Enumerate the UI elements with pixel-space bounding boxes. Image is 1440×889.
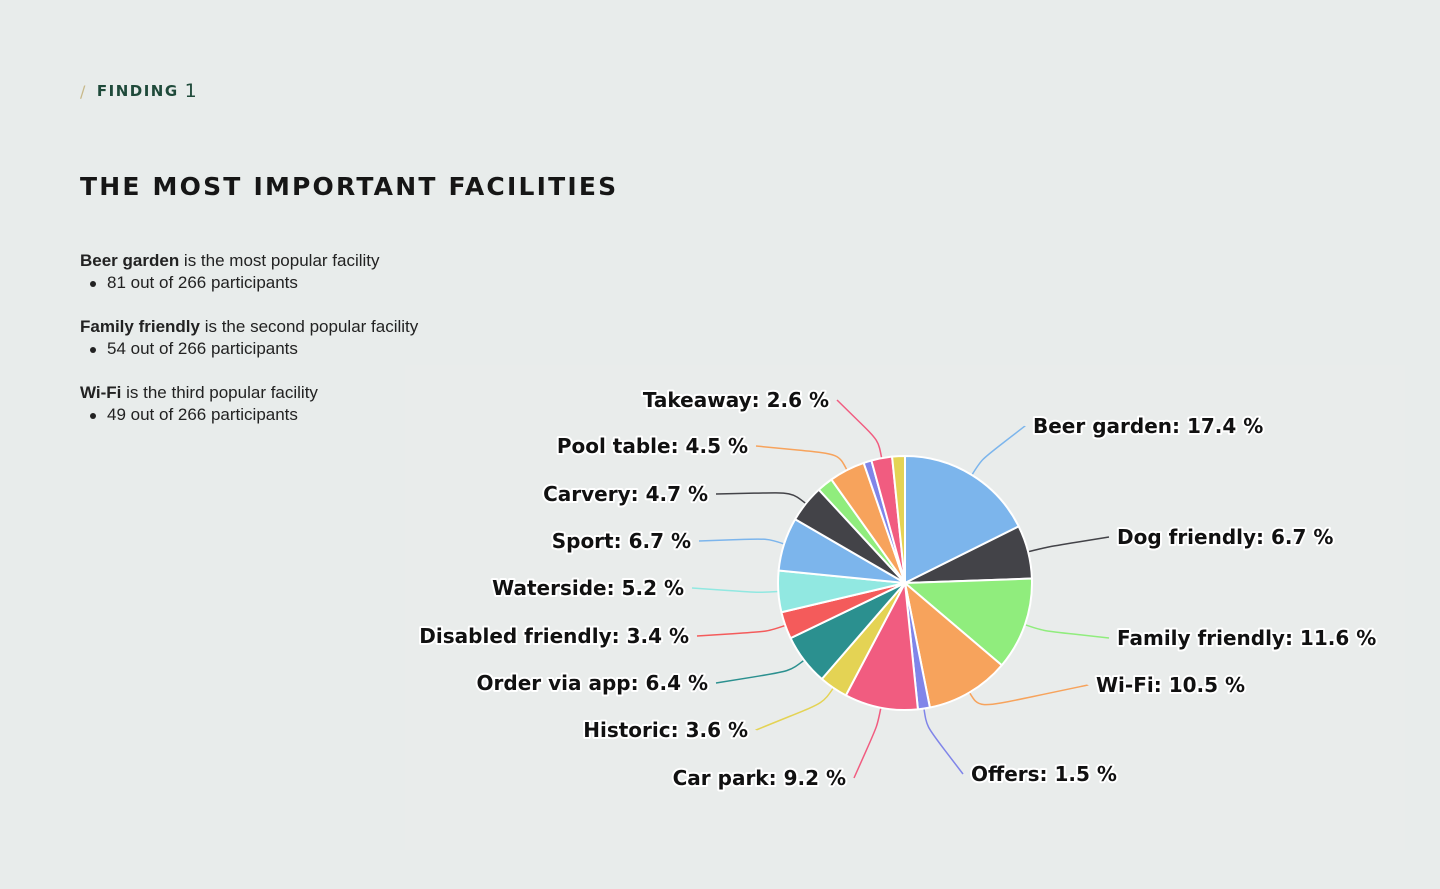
slash-divider: / bbox=[80, 81, 87, 101]
data-label: Sport: 6.7 % bbox=[552, 529, 691, 553]
finding-facility: Family friendly bbox=[80, 317, 200, 336]
connector-line bbox=[691, 587, 779, 594]
finding-lead: Beer garden is the most popular facility bbox=[80, 250, 500, 272]
chart-panel: Beer garden: 17.4 % Dog friendly: 6.7 % Fa… bbox=[405, 365, 1405, 850]
connector-line bbox=[1024, 623, 1110, 639]
data-label: Takeaway: 2.6 % bbox=[643, 388, 829, 412]
finding-lead: Wi-Fi is the third popular facility bbox=[80, 382, 500, 404]
data-label: Beer garden: 17.4 % bbox=[1033, 414, 1263, 438]
connector-line bbox=[698, 538, 785, 545]
finding-item: Beer garden is the most popular facility… bbox=[80, 250, 500, 294]
connector-line bbox=[1027, 536, 1110, 553]
data-label: Disabled friendly: 3.4 % bbox=[419, 624, 689, 648]
data-label: Pool table: 4.5 % bbox=[557, 434, 748, 458]
finding-details: 54 out of 266 participants bbox=[80, 338, 500, 360]
finding-details: 49 out of 266 participants bbox=[80, 404, 500, 426]
data-label: Wi-Fi: 10.5 % bbox=[1096, 673, 1245, 697]
finding-item: Wi-Fi is the third popular facility 49 o… bbox=[80, 382, 500, 426]
pie-slice-unlabeled[interactable] bbox=[891, 455, 906, 584]
finding-number: 1 bbox=[184, 80, 197, 102]
finding-text: is the third popular facility bbox=[121, 383, 318, 402]
connector-line bbox=[853, 707, 882, 779]
data-label: Car park: 9.2 % bbox=[673, 766, 846, 790]
page-title: THE MOST IMPORTANT FACILITIES bbox=[80, 172, 619, 201]
eyebrow-label: FINDING bbox=[96, 82, 179, 100]
data-labels: Beer garden: 17.4 % Dog friendly: 6.7 % Fa… bbox=[417, 386, 1378, 792]
data-label: Offers: 1.5 % bbox=[971, 762, 1117, 786]
connector-line bbox=[968, 684, 1089, 706]
finding-lead: Family friendly is the second popular fa… bbox=[80, 316, 500, 338]
data-label: Waterside: 5.2 % bbox=[492, 576, 684, 600]
pie-slice-wi-fi[interactable] bbox=[904, 582, 1003, 709]
connector-line bbox=[715, 492, 807, 505]
finding-details: 81 out of 266 participants bbox=[80, 272, 500, 294]
finding-text: is the most popular facility bbox=[179, 251, 380, 270]
section-eyebrow: / FINDING 1 bbox=[80, 80, 197, 102]
finding-detail: 81 out of 266 participants bbox=[90, 272, 500, 294]
connector-line bbox=[755, 445, 848, 471]
pie-slices bbox=[777, 455, 1033, 711]
data-label: Historic: 3.6 % bbox=[583, 718, 748, 742]
finding-text: is the second popular facility bbox=[199, 317, 419, 336]
pie-slice-beer-garden[interactable] bbox=[904, 455, 1020, 584]
finding-facility: Beer garden bbox=[80, 251, 180, 270]
finding-detail: 54 out of 266 participants bbox=[90, 338, 500, 360]
connector-lines bbox=[691, 399, 1110, 779]
connector-line bbox=[923, 708, 964, 775]
connector-line bbox=[755, 687, 835, 731]
finding-item: Family friendly is the second popular fa… bbox=[80, 316, 500, 360]
findings-list: Beer garden is the most popular facility… bbox=[80, 250, 500, 448]
connector-line bbox=[971, 425, 1026, 476]
finding-facility: Wi-Fi bbox=[80, 383, 122, 402]
data-label: Carvery: 4.7 % bbox=[543, 482, 708, 506]
pie-slice-family-friendly[interactable] bbox=[904, 577, 1033, 667]
data-label: Order via app: 6.4 % bbox=[477, 671, 708, 695]
connector-line bbox=[696, 624, 786, 637]
data-label: Dog friendly: 6.7 % bbox=[1117, 525, 1333, 549]
data-label: Family friendly: 11.6 % bbox=[1117, 626, 1376, 650]
finding-detail: 49 out of 266 participants bbox=[90, 404, 500, 426]
connector-line bbox=[715, 659, 805, 684]
connector-line bbox=[836, 399, 883, 459]
pie-chart: Beer garden: 17.4 % Dog friendly: 6.7 % Fa… bbox=[417, 386, 1378, 792]
